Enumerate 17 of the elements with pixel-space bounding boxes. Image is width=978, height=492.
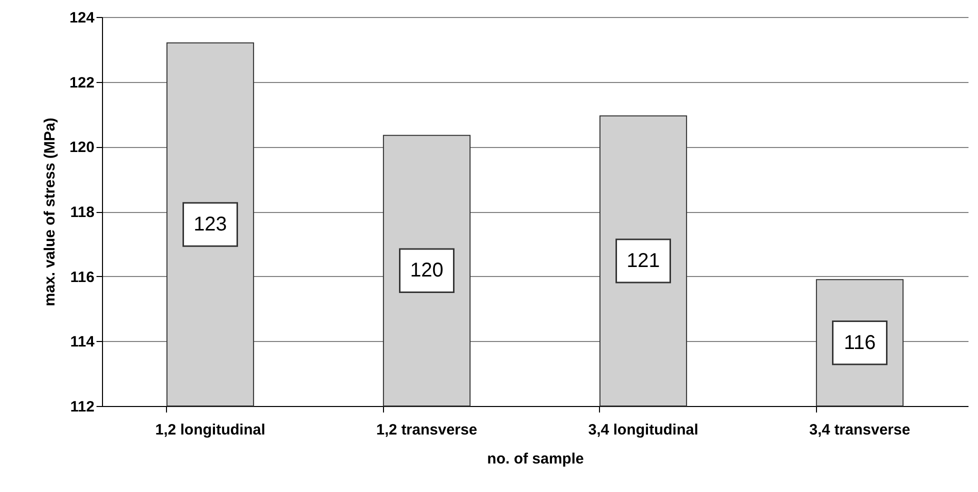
x-tick-label: 1,2 transverse [376, 422, 478, 438]
data-label: 121 [626, 250, 660, 272]
data-label: 123 [194, 213, 227, 236]
y-axis-title: max. value of stress (MPa) [41, 118, 58, 306]
data-label: 116 [844, 332, 876, 354]
x-tick-label: 3,4 transverse [809, 422, 910, 438]
y-tick-label: 116 [70, 268, 94, 286]
y-tick-label: 122 [69, 74, 94, 92]
x-axis-title: no. of sample [487, 450, 584, 468]
y-tick-label: 124 [69, 10, 96, 26]
y-tick-label: 114 [70, 334, 96, 351]
data-label: 120 [410, 260, 444, 282]
x-tick-label: 1,2 longitudinal [155, 422, 266, 438]
y-tick-label: 120 [69, 139, 94, 156]
y-tick-label: 118 [70, 204, 94, 221]
x-tick-label: 3,4 longitudinal [588, 422, 698, 438]
y-tick-label: 112 [70, 398, 94, 416]
